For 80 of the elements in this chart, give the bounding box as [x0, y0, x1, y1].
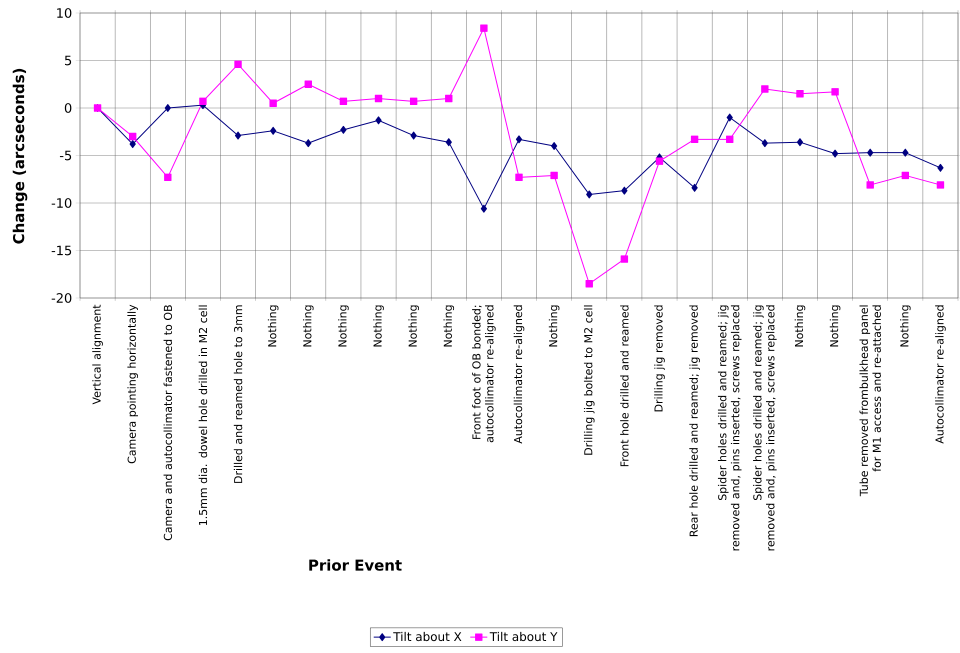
point	[690, 136, 698, 144]
point	[762, 139, 768, 148]
point	[902, 172, 910, 180]
y-tick-label: -5	[60, 150, 72, 160]
point	[550, 172, 558, 180]
point	[620, 255, 628, 263]
x-tick-label: Front foot of OB bonded; autocollimator re-aligned	[472, 305, 496, 442]
x-tick-label: 1.5mm dia. dowel hole drilled in M2 cell	[198, 305, 208, 526]
x-tick-label: Nothing	[408, 305, 419, 346]
y-tick-label: 10	[57, 8, 72, 18]
x-tick-label: Camera and autocollimator fastened to OB	[164, 305, 172, 540]
point	[269, 100, 277, 107]
point	[305, 139, 312, 148]
x-tick-label: Vertical alignment	[92, 304, 103, 404]
x-tick-label: Nothing	[268, 305, 278, 346]
y-tick-label: -15	[52, 246, 72, 256]
x-tick-label: Nothing	[338, 305, 349, 346]
point	[410, 132, 417, 140]
point	[480, 24, 488, 32]
point	[586, 280, 593, 288]
y-tick-label: 0	[64, 103, 72, 113]
point	[937, 164, 944, 172]
y-tick-label: 5	[64, 56, 72, 66]
x-tick-label: Nothing	[443, 305, 454, 346]
point	[340, 126, 347, 134]
point	[796, 90, 804, 98]
x-tick-label: Nothing	[830, 305, 840, 346]
point	[128, 132, 136, 140]
x-tick-label: Autocollimator re-aligned	[514, 305, 524, 444]
point	[516, 135, 522, 144]
x-tick-label: Front hole drilled and reamed	[620, 305, 629, 466]
point	[551, 142, 558, 150]
point	[902, 148, 908, 157]
point	[130, 140, 136, 148]
x-tick-label: Nothing	[548, 305, 560, 346]
point	[340, 98, 348, 106]
point	[867, 148, 874, 157]
x-tick-label: Drilled and reamed hole to 3mm	[234, 305, 242, 483]
x-tick-label: Rear hole drilled and reamed; jig removed	[689, 305, 700, 536]
point	[199, 98, 207, 106]
x-tick-label: Autocollimator re-aligned	[935, 305, 946, 444]
x-tick-label: Nothing	[900, 305, 911, 346]
point	[586, 190, 592, 198]
legend-label: Tilt about X	[393, 632, 462, 642]
legend-label: Tilt about Y	[490, 632, 558, 642]
point	[761, 85, 769, 93]
x-axis-title: Prior Event	[309, 559, 402, 571]
y-tick-label: -10	[52, 198, 72, 208]
point	[375, 116, 382, 124]
x-tick-label: Camera pointing horizontally	[127, 304, 138, 464]
point	[515, 174, 523, 182]
point	[234, 132, 242, 140]
point	[374, 94, 382, 102]
point	[270, 126, 276, 135]
x-tick-label: Spider holes drilled and reamed; jig removed and, pins inserted, screws replaced	[718, 305, 742, 550]
point	[410, 98, 418, 106]
point	[446, 138, 452, 146]
point	[726, 136, 734, 144]
point	[445, 94, 452, 102]
point	[234, 60, 242, 68]
point	[304, 80, 312, 88]
point	[726, 114, 733, 122]
point	[691, 184, 698, 192]
x-tick-label: Nothing	[302, 305, 314, 346]
point	[656, 158, 664, 165]
point	[831, 88, 839, 96]
x-tick-label: Nothing	[794, 305, 806, 346]
point	[164, 174, 172, 182]
x-tick-label: Drilling jig removed	[654, 305, 665, 412]
x-tick-label: Drilling jig bolted to M2 cell	[584, 305, 595, 455]
y-axis-title: Change (arcseconds)	[12, 68, 28, 244]
point	[621, 186, 628, 195]
point	[164, 104, 171, 112]
point	[796, 138, 804, 146]
point	[480, 204, 488, 213]
y-tick-label: -20	[52, 293, 72, 303]
x-tick-label: Nothing	[373, 305, 384, 346]
point	[832, 150, 838, 158]
point	[866, 181, 874, 189]
point	[936, 181, 944, 189]
